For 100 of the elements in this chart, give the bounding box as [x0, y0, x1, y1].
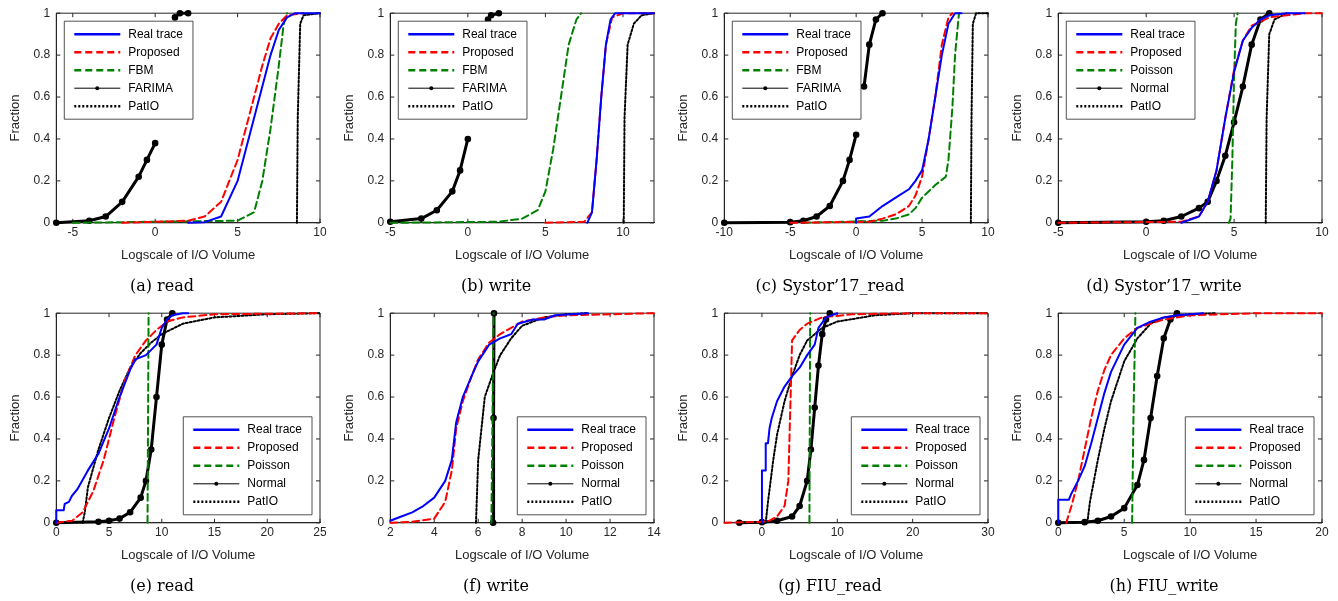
x-tick-label: 20	[905, 525, 920, 540]
legend-label: Poisson	[915, 458, 959, 473]
y-tick-label: 0.6	[701, 389, 719, 404]
text: (b) write	[460, 275, 532, 295]
legend-label: Real trace	[581, 422, 637, 437]
y-tick-label: 0.2	[1035, 473, 1053, 488]
x-axis-title: Logscale of I/O Volume	[454, 246, 590, 262]
y-tick-label: 0.2	[33, 173, 51, 188]
y-tick-label: 0	[377, 515, 385, 530]
y-tick-label: 0.6	[367, 89, 385, 104]
x-axis-title: Logscale of I/O Volume	[788, 246, 924, 262]
x-tick-label: 0	[758, 525, 766, 540]
x-tick-label: 10	[981, 225, 995, 240]
y-axis-title: Fraction	[341, 94, 357, 142]
x-axis-title: Logscale of I/O Volume	[1122, 246, 1258, 262]
legend-label: FARIMA	[796, 80, 841, 95]
x-tick-label: 25	[313, 525, 327, 540]
y-tick-label: 0.8	[33, 347, 51, 362]
y-tick-label: 0.6	[1035, 89, 1053, 104]
x-tick-label: 10	[559, 525, 574, 540]
x-axis-title: Logscale of I/O Volume	[454, 546, 590, 562]
y-tick-label: 0.4	[1035, 131, 1053, 146]
legend-label: PatIO	[247, 494, 278, 509]
x-tick-label: 5	[1120, 525, 1128, 540]
y-axis-title: Fraction	[1009, 394, 1025, 442]
y-tick-label: 1	[1045, 5, 1053, 20]
y-axis-title: Fraction	[7, 94, 23, 142]
x-axis-title: Logscale of I/O Volume	[788, 546, 924, 562]
legend-label: PatIO	[796, 98, 827, 113]
y-tick-label: 0.8	[701, 47, 719, 62]
x-axis-title: Logscale of I/O Volume	[120, 246, 256, 262]
y-tick-label: 0.2	[701, 473, 719, 488]
legend-label: Normal	[1249, 476, 1288, 491]
legend-label: FBM	[796, 62, 822, 77]
y-tick-label: 1	[43, 5, 51, 20]
legend-label: Proposed	[796, 44, 848, 59]
y-tick-label: 1	[1045, 305, 1053, 320]
y-tick-label: 0.4	[1035, 431, 1053, 446]
x-tick-label: -5	[384, 225, 396, 240]
x-tick-label: -5	[1052, 225, 1064, 240]
y-axis-title: Fraction	[675, 394, 691, 442]
y-axis-title: Fraction	[675, 94, 691, 142]
legend-label: PatIO	[462, 98, 493, 113]
legend-label: Proposed	[247, 440, 299, 455]
x-tick-label: 0	[464, 225, 472, 240]
y-tick-label: 0.8	[701, 347, 719, 362]
y-tick-label: 0.2	[367, 473, 385, 488]
y-tick-label: 0.4	[367, 431, 385, 446]
x-tick-label: 0	[1142, 225, 1150, 240]
y-tick-label: 0.2	[701, 173, 719, 188]
text: (h) FIU_write	[1109, 575, 1219, 595]
x-tick-label: 10	[1183, 525, 1198, 540]
y-axis-title: Fraction	[341, 394, 357, 442]
x-tick-label: 20	[1315, 525, 1329, 540]
legend-label: FARIMA	[462, 80, 507, 95]
legend-label: FBM	[462, 62, 488, 77]
legend-label: PatIO	[581, 494, 612, 509]
text: (d) Systor’17_write	[1086, 275, 1242, 295]
y-tick-label: 1	[43, 305, 51, 320]
legend-label: Real trace	[462, 26, 518, 41]
x-tick-label: 5	[918, 225, 926, 240]
legend-label: Proposed	[462, 44, 514, 59]
x-tick-label: 20	[260, 525, 275, 540]
y-tick-label: 1	[377, 305, 385, 320]
legend-label: Poisson	[1249, 458, 1293, 473]
legend-label: Normal	[1130, 80, 1169, 95]
legend-label: PatIO	[915, 494, 946, 509]
x-tick-label: 8	[518, 525, 526, 540]
y-tick-label: 0	[1045, 515, 1053, 530]
x-tick-label: -5	[67, 225, 79, 240]
y-tick-label: 0.4	[701, 131, 719, 146]
legend-label: PatIO	[1249, 494, 1280, 509]
x-tick-label: 15	[207, 525, 222, 540]
y-tick-label: 0.8	[1035, 347, 1053, 362]
x-tick-label: 10	[616, 225, 630, 240]
legend-label: Normal	[247, 476, 286, 491]
y-tick-label: 0.2	[1035, 173, 1053, 188]
x-tick-label: 4	[430, 525, 438, 540]
x-tick-label: 5	[105, 525, 113, 540]
y-tick-label: 0.4	[33, 131, 51, 146]
legend-label: Real trace	[796, 26, 852, 41]
y-tick-label: 0	[711, 515, 719, 530]
y-tick-label: 0.8	[367, 347, 385, 362]
x-tick-label: 10	[1315, 225, 1329, 240]
x-tick-label: 10	[155, 525, 169, 540]
y-tick-label: 1	[711, 5, 719, 20]
legend-label: FARIMA	[128, 80, 173, 95]
text: (e) read	[130, 575, 194, 595]
x-tick-label: 5	[542, 225, 550, 240]
text: (a) read	[129, 275, 195, 295]
legend-label: Proposed	[128, 44, 180, 59]
y-tick-label: 1	[711, 305, 719, 320]
x-tick-label: 30	[981, 525, 995, 540]
text: (f) write	[463, 575, 529, 595]
legend-label: Proposed	[915, 440, 967, 455]
legend-label: Poisson	[247, 458, 291, 473]
legend-label: Real trace	[1130, 26, 1186, 41]
x-tick-label: 14	[647, 525, 661, 540]
legend-label: Proposed	[1130, 44, 1182, 59]
x-tick-label: -5	[784, 225, 796, 240]
